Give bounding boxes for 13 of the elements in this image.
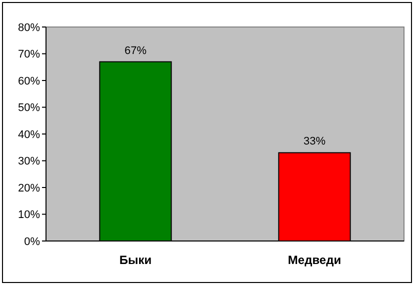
y-tick-label: 30% (18, 156, 40, 168)
y-tick-label: 10% (18, 209, 40, 222)
y-tick-label: 80% (18, 22, 40, 34)
data-label: 33% (303, 136, 326, 148)
x-tick-label: Быки (119, 253, 152, 267)
y-tick-label: 70% (18, 48, 40, 61)
y-tick-label: 50% (18, 102, 40, 114)
x-tick-label: Медведи (288, 253, 342, 267)
data-label: 67% (124, 44, 147, 57)
y-tick-label: 20% (18, 182, 40, 194)
y-tick-label: 0% (24, 236, 40, 248)
y-tick-label: 60% (18, 75, 40, 88)
y-tick-label: 40% (18, 128, 40, 141)
